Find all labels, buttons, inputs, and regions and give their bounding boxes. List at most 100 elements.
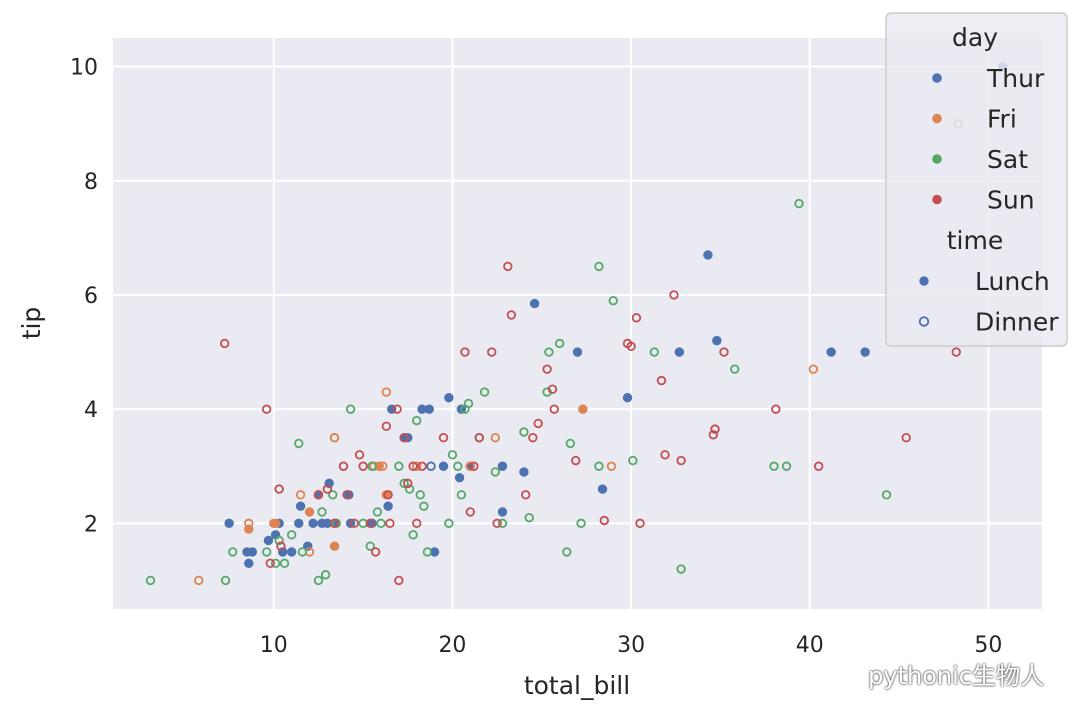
data-point-sat-dinner [479,387,490,397]
legend-style-entries: Lunch Dinner [918,267,1059,337]
data-point-thur-dinner [426,461,436,471]
data-point-sat-dinner [412,415,422,426]
data-point-sat-dinner [345,404,356,414]
data-point-fri-dinner [490,433,501,443]
data-point-sun-dinner [403,478,413,489]
data-point-sun-dinner [342,490,352,500]
wechat-icon [830,662,860,685]
data-point-sun-dinner [338,461,349,471]
data-point-fri-dinner [329,433,340,443]
data-point-sun-dinner [506,310,517,320]
data-point-sun-dinner [261,404,272,414]
data-point-sat-dinner [594,461,604,471]
data-point-thur-lunch [519,467,529,477]
legend-label-lunch: Lunch [975,267,1050,296]
data-point-thur-lunch [295,501,306,511]
data-point-thur-lunch [294,518,304,529]
x-tick-label: 40 [796,633,824,658]
data-point-sun-dinner [412,518,422,529]
legend-marker-lunch [919,276,929,286]
data-point-sun-dinner [549,404,559,414]
x-tick-label: 20 [438,633,466,658]
data-point-sun-dinner [571,455,581,466]
data-point-thur-lunch [308,518,318,529]
data-point-thur-lunch [497,507,508,517]
legend-marker-fri [932,113,942,124]
y-tick-label: 8 [84,170,98,195]
legend-marker-dinner [918,316,930,327]
legend-label-sat: Sat [987,145,1028,174]
data-point-sun-dinner [383,490,393,500]
data-point-sat-dinner [317,507,327,517]
data-point-sun-dinner [313,490,324,500]
data-point-sun-dinner [365,518,375,529]
data-point-sun-dinner [381,421,392,431]
y-axis-label: tip [17,307,46,340]
data-point-sun-dinner [394,575,404,586]
data-point-sun-dinner [635,518,645,529]
data-point-thur-lunch [244,558,254,569]
data-point-sat-dinner [649,347,660,357]
data-point-sun-dinner [813,461,824,471]
legend-title-day: day [952,23,998,52]
data-point-sat-dinner [519,427,529,437]
data-point-sun-dinner [358,461,368,471]
data-point-sun-dinner [542,364,552,374]
data-point-thur-lunch [529,298,540,309]
data-point-sat-dinner [456,490,467,500]
data-point-sun-dinner [503,261,513,272]
data-point-sat-dinner [328,490,338,500]
data-point-sat-dinner [376,518,386,529]
data-point-thur-lunch [712,335,722,346]
data-point-thur-lunch [247,547,258,557]
data-point-sat-dinner [608,295,618,306]
legend-marker-thur [932,73,942,83]
y-tick-label: 4 [84,398,98,423]
data-point-sat-dinner [274,535,284,546]
data-point-sat-dinner [453,461,463,471]
data-point-sat-dinner [562,547,572,557]
data-point-sat-dinner [794,198,804,209]
data-point-sat-dinner [544,347,554,357]
data-point-sun-dinner [219,338,230,349]
data-point-sat-dinner [444,518,454,529]
data-point-fri-lunch [578,404,588,414]
data-point-thur-lunch [224,518,234,529]
data-point-sat-dinner [372,507,383,517]
data-point-sun-dinner [669,290,679,300]
data-point-sun-dinner [710,424,720,434]
data-point-sat-dinner [497,518,508,529]
data-point-sun-dinner [370,547,381,557]
data-point-fri-dinner [295,490,306,500]
data-point-sat-dinner [730,364,740,374]
data-point-sun-dinner [520,490,531,500]
legend-label-dinner: Dinner [975,308,1059,337]
x-tick-label: 50 [974,633,1002,658]
data-point-fri-dinner [412,461,422,471]
data-point-sun-dinner [354,450,365,460]
data-point-fri-lunch [329,541,340,551]
data-point-sat-dinner [594,261,604,272]
data-point-thur-lunch [860,347,870,357]
data-point-thur-lunch [572,347,583,357]
watermark: pythonic生物人 [830,656,1044,691]
data-point-sat-dinner [554,338,565,349]
data-point-sat-dinner [261,547,272,557]
legend-marker-sun [932,194,942,205]
legend-label-fri: Fri [987,105,1017,134]
data-point-thur-lunch [286,547,297,557]
data-point-sat-dinner [490,467,501,477]
data-point-sun-dinner [460,347,470,357]
data-point-sun-dinner [399,433,409,443]
data-point-sat-dinner [576,518,586,529]
data-point-sun-dinner [533,418,543,429]
data-point-sat-dinner [524,512,534,523]
data-point-sat-dinner [415,490,425,500]
x-axis-label: total_bill [524,671,630,700]
data-point-sun-dinner [951,347,961,357]
data-point-fri-dinner [378,461,388,471]
data-point-sat-dinner [365,541,375,551]
data-point-thur-lunch [674,347,685,357]
data-point-sat-dinner [297,547,308,557]
